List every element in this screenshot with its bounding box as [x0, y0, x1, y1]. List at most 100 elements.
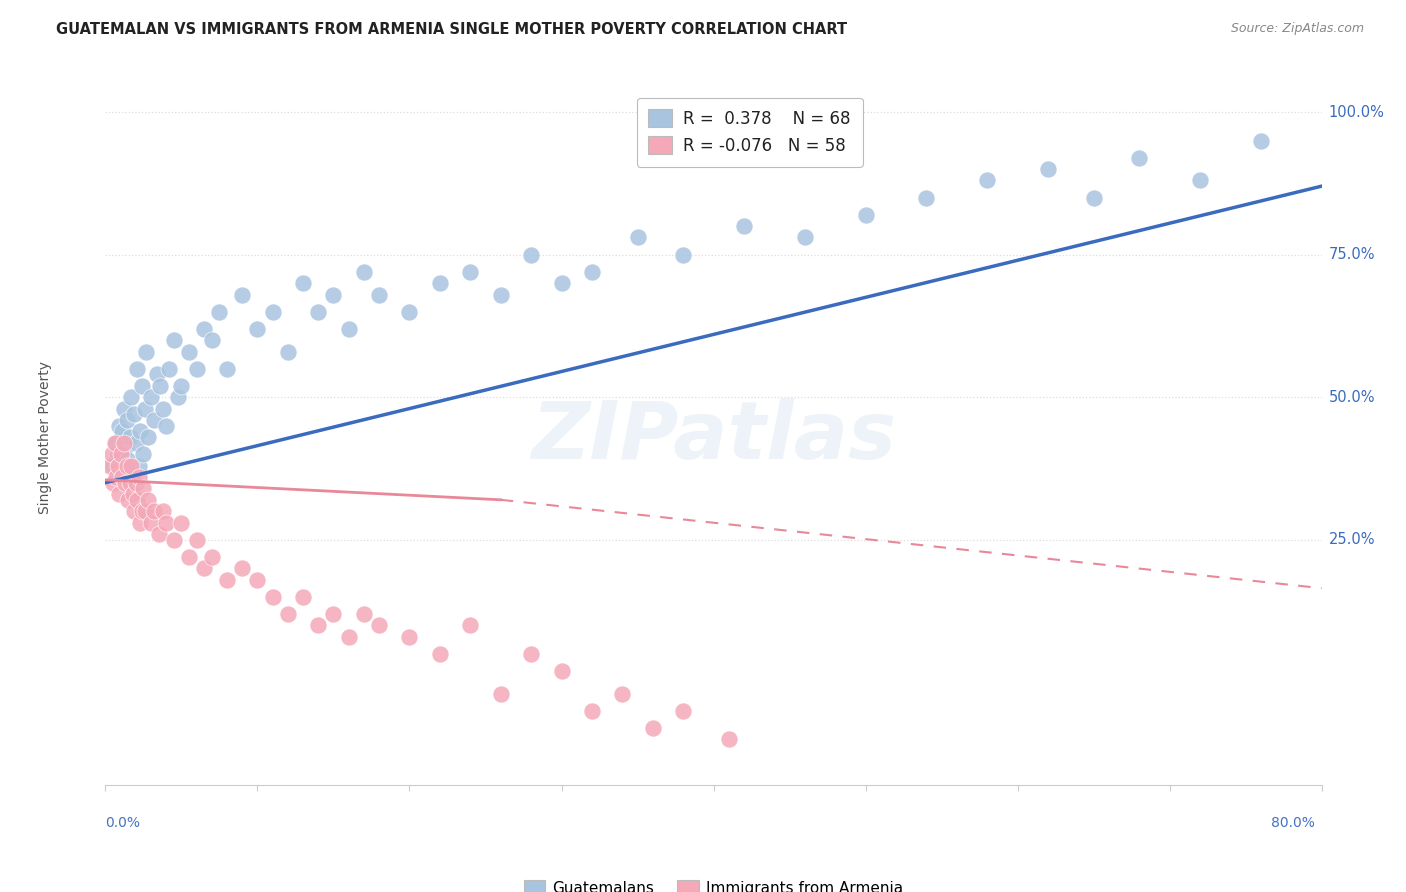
Point [101, 475, 124, 490]
Point [127, 361, 149, 376]
Point [139, 516, 162, 530]
Point [429, 647, 451, 661]
Point [337, 630, 360, 644]
Point [976, 173, 998, 187]
Point [1250, 134, 1272, 148]
Point [277, 607, 299, 621]
Point [105, 435, 128, 450]
Point [177, 344, 200, 359]
Point [201, 333, 224, 347]
Point [292, 590, 315, 604]
Point [115, 413, 138, 427]
Point [128, 458, 150, 473]
Point [307, 304, 329, 318]
Point [112, 401, 135, 416]
Point [672, 704, 695, 718]
Point [262, 590, 284, 604]
Point [307, 618, 329, 632]
Point [170, 516, 193, 530]
Point [337, 322, 360, 336]
Text: 0.0%: 0.0% [105, 816, 141, 830]
Point [163, 533, 186, 547]
Point [132, 447, 155, 461]
Point [246, 573, 269, 587]
Point [368, 618, 391, 632]
Point [117, 453, 139, 467]
Point [322, 287, 344, 301]
Point [520, 247, 543, 261]
Point [134, 504, 156, 518]
Point [110, 470, 132, 484]
Point [135, 344, 157, 359]
Point [114, 475, 136, 490]
Text: 50.0%: 50.0% [1329, 390, 1375, 405]
Point [155, 418, 177, 433]
Point [105, 470, 128, 484]
Point [124, 504, 146, 518]
Point [231, 287, 253, 301]
Text: 100.0%: 100.0% [1329, 104, 1385, 120]
Point [111, 470, 134, 484]
Text: ZIPatlas: ZIPatlas [531, 398, 896, 476]
Point [111, 425, 134, 439]
Point [98, 458, 121, 473]
Point [1083, 190, 1105, 204]
Point [114, 442, 136, 456]
Point [143, 413, 166, 427]
Point [148, 527, 170, 541]
Point [101, 458, 124, 473]
Point [581, 704, 603, 718]
Point [581, 265, 603, 279]
Text: Single Mother Poverty: Single Mother Poverty [38, 360, 52, 514]
Text: 75.0%: 75.0% [1329, 247, 1375, 262]
Point [368, 287, 391, 301]
Text: GUATEMALAN VS IMMIGRANTS FROM ARMENIA SINGLE MOTHER POVERTY CORRELATION CHART: GUATEMALAN VS IMMIGRANTS FROM ARMENIA SI… [56, 22, 848, 37]
Point [201, 549, 224, 564]
Point [353, 265, 375, 279]
Point [108, 418, 131, 433]
Point [170, 378, 193, 392]
Point [121, 487, 143, 501]
Point [322, 607, 344, 621]
Point [193, 561, 215, 575]
Point [217, 361, 239, 376]
Point [612, 687, 634, 701]
Point [128, 470, 150, 484]
Point [277, 344, 299, 359]
Point [489, 687, 512, 701]
Text: 25.0%: 25.0% [1329, 533, 1375, 547]
Point [152, 401, 174, 416]
Point [915, 190, 938, 204]
Point [231, 561, 253, 575]
Point [217, 573, 239, 587]
Legend: Guatemalans, Immigrants from Armenia: Guatemalans, Immigrants from Armenia [517, 873, 910, 892]
Text: Source: ZipAtlas.com: Source: ZipAtlas.com [1230, 22, 1364, 36]
Point [157, 361, 180, 376]
Point [149, 378, 172, 392]
Point [520, 647, 543, 661]
Point [146, 368, 169, 382]
Point [717, 732, 740, 747]
Point [112, 435, 135, 450]
Point [1128, 151, 1150, 165]
Point [167, 390, 190, 404]
Point [132, 482, 155, 496]
Point [117, 492, 139, 507]
Point [118, 475, 141, 490]
Point [398, 630, 420, 644]
Point [125, 475, 148, 490]
Point [550, 664, 572, 678]
Point [118, 430, 141, 444]
Point [177, 549, 200, 564]
Point [550, 276, 572, 290]
Point [110, 447, 132, 461]
Point [136, 492, 159, 507]
Point [107, 447, 129, 461]
Point [292, 276, 315, 290]
Text: 80.0%: 80.0% [1271, 816, 1315, 830]
Point [193, 322, 215, 336]
Point [163, 333, 186, 347]
Point [246, 322, 269, 336]
Point [458, 618, 481, 632]
Point [100, 447, 122, 461]
